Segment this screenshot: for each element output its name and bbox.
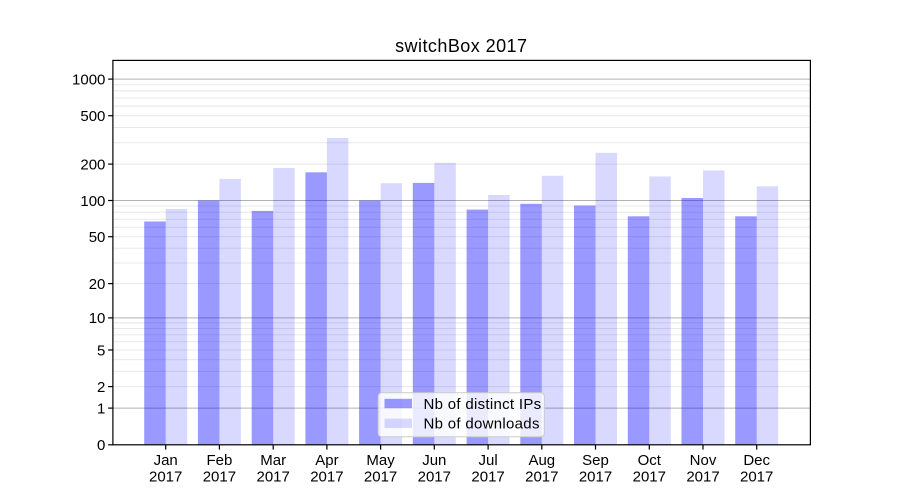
svg-text:Feb: Feb <box>206 452 232 469</box>
svg-text:2017: 2017 <box>310 469 343 486</box>
svg-text:2017: 2017 <box>579 469 612 486</box>
svg-text:switchBox 2017: switchBox 2017 <box>395 36 527 56</box>
svg-text:1: 1 <box>97 400 105 417</box>
svg-text:Jul: Jul <box>479 452 498 469</box>
svg-text:2017: 2017 <box>257 469 290 486</box>
svg-text:10: 10 <box>89 310 106 327</box>
svg-text:1000: 1000 <box>72 71 105 88</box>
svg-text:Oct: Oct <box>638 452 662 469</box>
svg-text:200: 200 <box>80 156 105 173</box>
svg-text:Aug: Aug <box>528 452 555 469</box>
svg-text:Nb of distinct IPs: Nb of distinct IPs <box>424 396 542 413</box>
svg-text:2017: 2017 <box>686 469 719 486</box>
svg-text:20: 20 <box>89 276 106 293</box>
svg-text:Apr: Apr <box>315 452 338 469</box>
svg-text:2017: 2017 <box>418 469 451 486</box>
svg-text:2017: 2017 <box>364 469 397 486</box>
svg-text:Jan: Jan <box>154 452 178 469</box>
svg-text:5: 5 <box>97 342 105 359</box>
svg-text:0: 0 <box>97 437 105 454</box>
svg-text:2017: 2017 <box>203 469 236 486</box>
svg-text:May: May <box>366 452 395 469</box>
svg-text:2017: 2017 <box>525 469 558 486</box>
svg-text:Nb of downloads: Nb of downloads <box>424 416 540 433</box>
svg-text:50: 50 <box>89 229 106 246</box>
svg-text:Sep: Sep <box>582 452 609 469</box>
svg-text:Jun: Jun <box>422 452 446 469</box>
svg-text:Nov: Nov <box>690 452 717 469</box>
svg-text:2017: 2017 <box>149 469 182 486</box>
svg-text:2017: 2017 <box>633 469 666 486</box>
svg-text:2: 2 <box>97 379 105 396</box>
svg-text:2017: 2017 <box>471 469 504 486</box>
svg-text:Mar: Mar <box>260 452 286 469</box>
svg-text:Dec: Dec <box>743 452 770 469</box>
svg-text:100: 100 <box>80 193 105 210</box>
svg-text:2017: 2017 <box>740 469 773 486</box>
svg-text:500: 500 <box>80 108 105 125</box>
